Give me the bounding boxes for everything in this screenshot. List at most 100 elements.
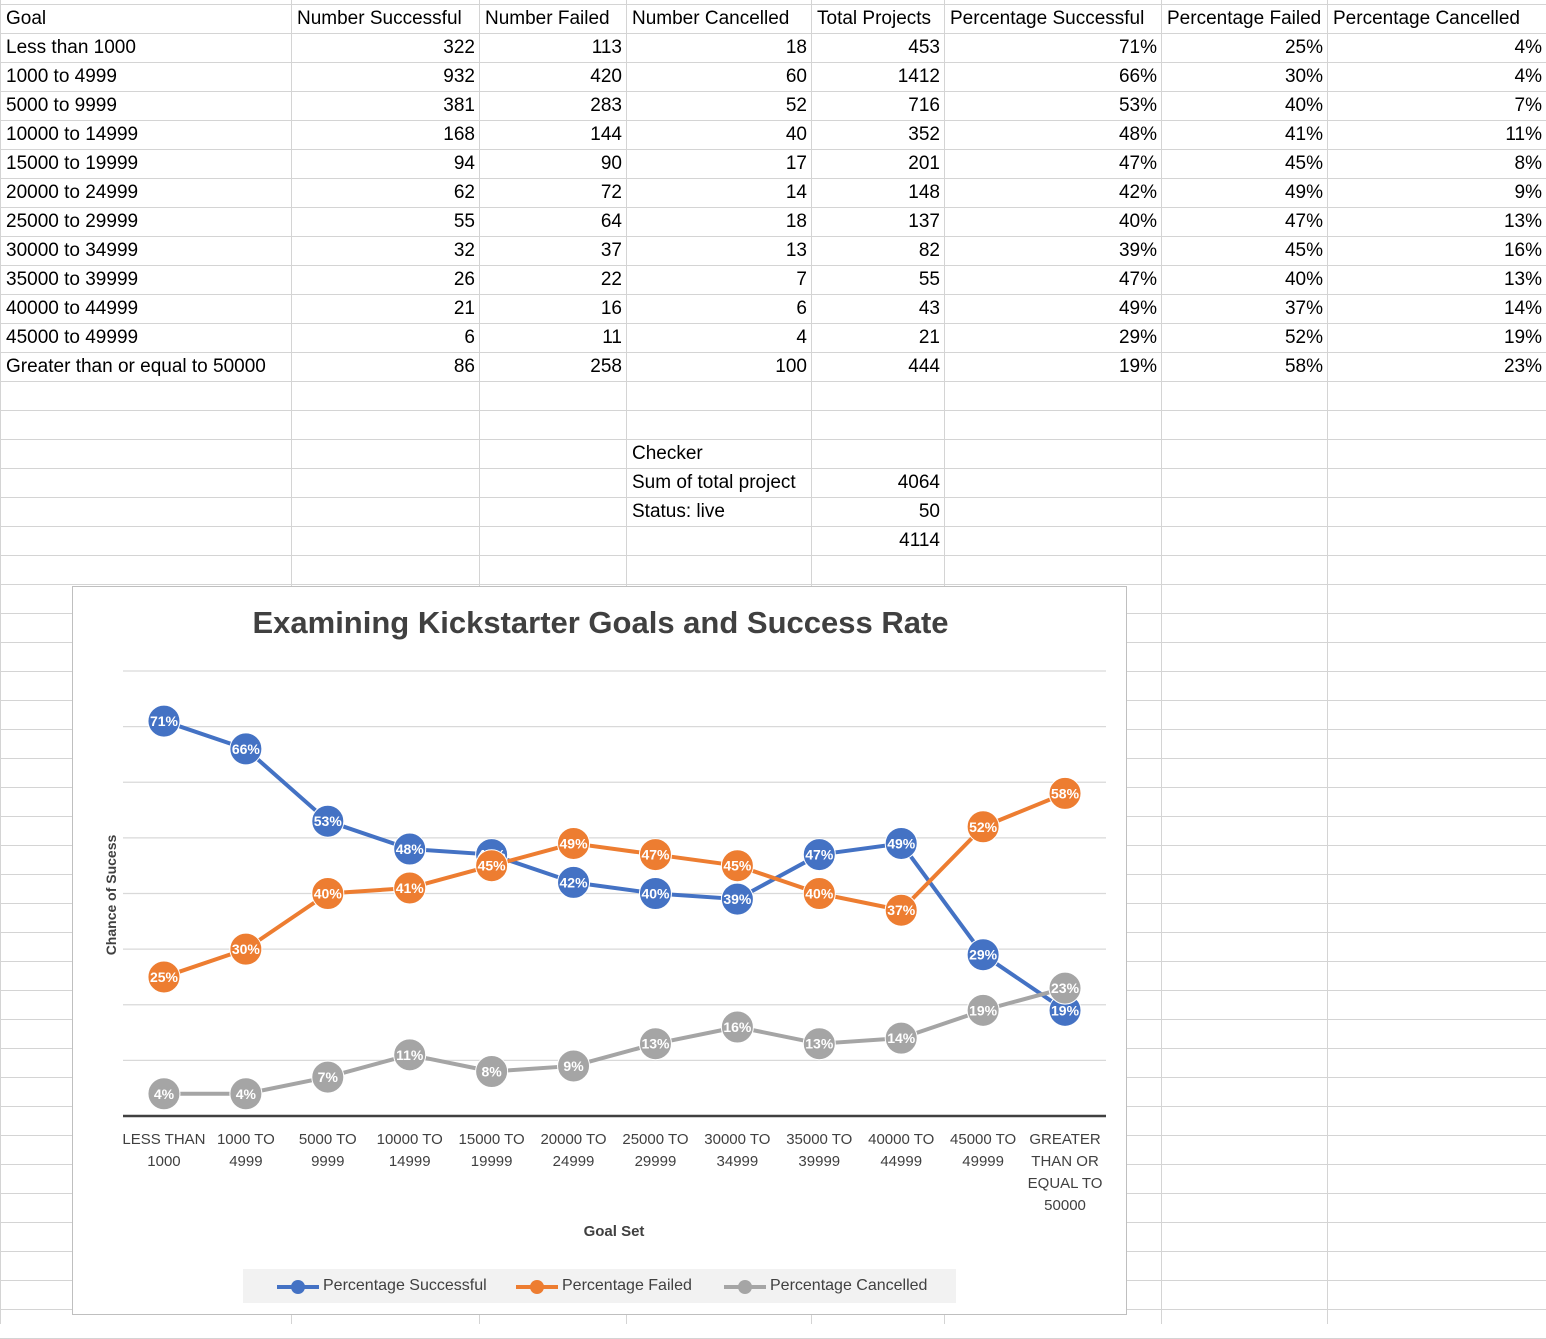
goal-cell[interactable]: 35000 to 39999 [6,269,139,290]
data-cell[interactable]: 45% [1284,240,1323,261]
data-cell[interactable]: 7% [1514,95,1542,116]
data-cell[interactable]: 14% [1503,298,1542,319]
data-cell[interactable]: 47% [1284,211,1323,232]
data-cell[interactable]: 23% [1503,356,1542,377]
data-cell[interactable]: 13% [1503,211,1542,232]
data-cell[interactable]: 82 [918,240,940,261]
data-cell[interactable]: 322 [443,37,475,58]
data-cell[interactable]: 144 [590,124,622,145]
data-cell[interactable]: 18 [785,37,807,58]
column-header[interactable]: Number Failed [485,8,610,29]
column-header[interactable]: Total Projects [817,8,932,29]
checker-sum-value[interactable]: 4064 [897,472,940,493]
data-cell[interactable]: 52 [785,95,807,116]
data-cell[interactable]: 86 [453,356,475,377]
data-cell[interactable]: 58% [1284,356,1323,377]
data-cell[interactable]: 71% [1118,37,1157,58]
data-cell[interactable]: 45% [1284,153,1323,174]
data-cell[interactable]: 148 [908,182,940,203]
data-cell[interactable]: 40% [1284,269,1323,290]
data-cell[interactable]: 6 [796,298,807,319]
data-cell[interactable]: 4% [1514,66,1542,87]
data-cell[interactable]: 40 [785,124,807,145]
data-cell[interactable]: 32 [453,240,475,261]
data-cell[interactable]: 21 [918,327,940,348]
goal-cell[interactable]: 30000 to 34999 [6,240,139,261]
data-cell[interactable]: 352 [908,124,940,145]
data-cell[interactable]: 11% [1505,124,1542,145]
data-cell[interactable]: 17 [785,153,807,174]
goal-cell[interactable]: 45000 to 49999 [6,327,139,348]
data-cell[interactable]: 19% [1118,356,1157,377]
data-cell[interactable]: 420 [590,66,622,87]
goal-cell[interactable]: 10000 to 14999 [6,124,139,145]
data-cell[interactable]: 60 [785,66,807,87]
data-cell[interactable]: 6 [464,327,475,348]
data-cell[interactable]: 40% [1284,95,1323,116]
data-cell[interactable]: 932 [443,66,475,87]
data-cell[interactable]: 19% [1503,327,1542,348]
goal-cell[interactable]: 15000 to 19999 [6,153,139,174]
goal-cell[interactable]: Greater than or equal to 50000 [6,356,266,377]
data-cell[interactable]: 4% [1514,37,1542,58]
data-cell[interactable]: 25% [1284,37,1323,58]
data-cell[interactable]: 64 [600,211,622,232]
checker-sum-label[interactable]: Sum of total project [632,472,796,493]
data-cell[interactable]: 168 [443,124,475,145]
goal-cell[interactable]: 1000 to 4999 [6,66,117,87]
data-cell[interactable]: 21 [453,298,475,319]
column-header[interactable]: Percentage Failed [1167,8,1322,29]
goal-cell[interactable]: 25000 to 29999 [6,211,139,232]
checker-title[interactable]: Checker [632,443,703,464]
column-header[interactable]: Number Cancelled [632,8,790,29]
checker-total-value[interactable]: 4114 [899,530,940,551]
data-cell[interactable]: 55 [453,211,475,232]
data-cell[interactable]: 7 [796,269,807,290]
data-cell[interactable]: 14 [785,182,807,203]
data-cell[interactable]: 48% [1118,124,1157,145]
checker-live-value[interactable]: 50 [918,501,940,522]
data-cell[interactable]: 94 [453,153,475,174]
goal-cell[interactable]: 40000 to 44999 [6,298,139,319]
data-cell[interactable]: 42% [1118,182,1157,203]
data-cell[interactable]: 47% [1118,153,1157,174]
data-cell[interactable]: 90 [600,153,622,174]
data-cell[interactable]: 43 [918,298,940,319]
goal-cell[interactable]: 20000 to 24999 [6,182,139,203]
column-header[interactable]: Goal [6,8,47,29]
data-cell[interactable]: 11 [602,327,622,348]
data-cell[interactable]: 453 [908,37,940,58]
data-cell[interactable]: 100 [775,356,807,377]
column-header[interactable]: Percentage Cancelled [1333,8,1520,29]
data-cell[interactable]: 113 [591,37,622,58]
data-cell[interactable]: 47% [1118,269,1157,290]
data-cell[interactable]: 62 [453,182,475,203]
data-cell[interactable]: 13% [1503,269,1542,290]
data-cell[interactable]: 22 [600,269,622,290]
line-chart[interactable]: Examining Kickstarter Goals and Success … [72,586,1127,1315]
data-cell[interactable]: 201 [908,153,940,174]
data-cell[interactable]: 37 [600,240,622,261]
data-cell[interactable]: 49% [1118,298,1157,319]
data-cell[interactable]: 26 [453,269,475,290]
data-cell[interactable]: 258 [590,356,622,377]
data-cell[interactable]: 29% [1118,327,1157,348]
column-header[interactable]: Number Successful [297,8,462,29]
data-cell[interactable]: 16% [1503,240,1542,261]
data-cell[interactable]: 72 [600,182,622,203]
data-cell[interactable]: 53% [1118,95,1157,116]
checker-live-label[interactable]: Status: live [632,501,725,522]
data-cell[interactable]: 37% [1284,298,1323,319]
data-cell[interactable]: 716 [908,95,940,116]
data-cell[interactable]: 381 [443,95,475,116]
column-header[interactable]: Percentage Successful [950,8,1145,29]
data-cell[interactable]: 13 [785,240,807,261]
data-cell[interactable]: 41% [1284,124,1323,145]
data-cell[interactable]: 52% [1284,327,1323,348]
data-cell[interactable]: 4 [796,327,807,348]
data-cell[interactable]: 1412 [897,66,940,87]
data-cell[interactable]: 40% [1118,211,1157,232]
data-cell[interactable]: 39% [1118,240,1157,261]
data-cell[interactable]: 55 [918,269,940,290]
data-cell[interactable]: 30% [1284,66,1323,87]
